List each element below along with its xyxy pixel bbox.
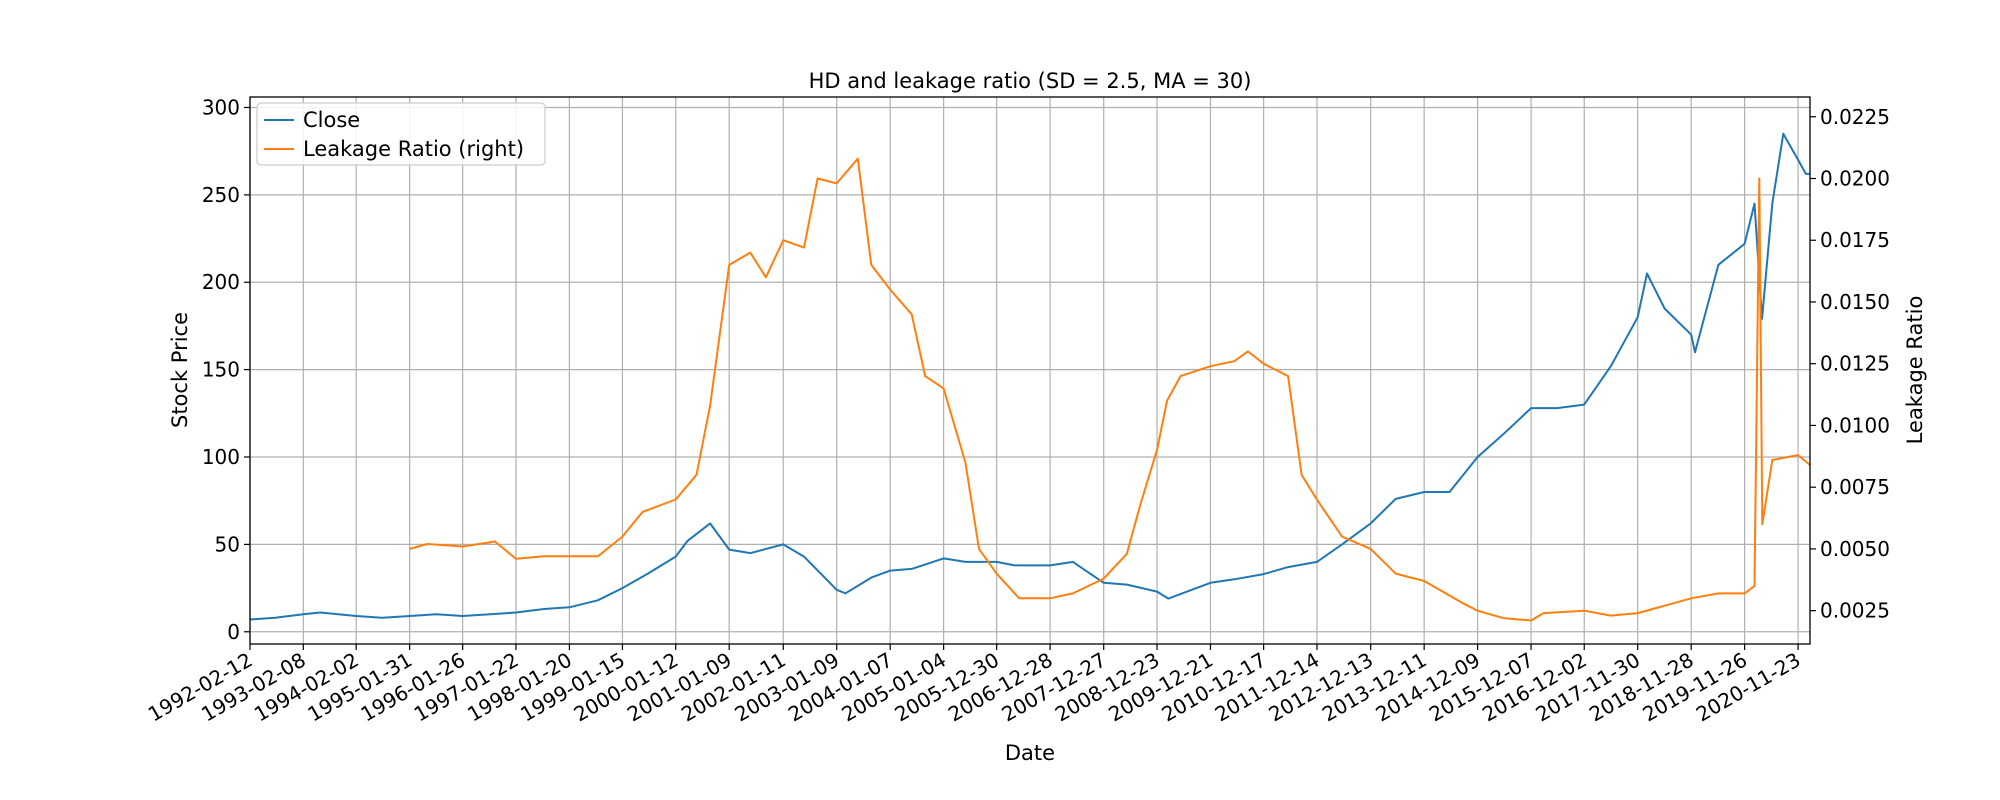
x-axis-label: Date <box>1005 741 1055 765</box>
legend-label-close: Close <box>303 108 360 132</box>
y-right-tick-label: 0.0225 <box>1820 105 1890 129</box>
y-right-tick-label: 0.0200 <box>1820 166 1890 190</box>
y-left-tick-label: 50 <box>215 532 240 556</box>
plot-frame <box>249 96 1811 645</box>
y-right-tick-label: 0.0175 <box>1820 228 1890 252</box>
y-right-tick-label: 0.0150 <box>1820 290 1890 314</box>
legend-box <box>256 102 546 166</box>
y-right-tick-label: 0.0125 <box>1820 352 1890 376</box>
legend-label-leakage-ratio: Leakage Ratio (right) <box>303 137 524 161</box>
y-right-tick-label: 0.0075 <box>1820 475 1890 499</box>
y-axis-left: 0 50 100 150 200 250 300 <box>202 95 250 644</box>
plot-area <box>249 132 1811 622</box>
y-left-tick-label: 100 <box>202 445 240 469</box>
y-left-tick-label: 300 <box>202 95 240 119</box>
series-line-close <box>249 132 1810 621</box>
grid <box>249 97 1810 644</box>
y-left-tick-label: 0 <box>227 620 240 644</box>
y-left-tick-label: 250 <box>202 183 240 207</box>
y-left-tick-label: 200 <box>202 270 240 294</box>
y-left-tick-label: 150 <box>202 358 240 382</box>
legend: Close Leakage Ratio (right) <box>256 102 546 166</box>
series-line-leakage-ratio-right <box>409 157 1811 622</box>
y-axis-right-label: Leakage Ratio <box>1903 296 1927 445</box>
y-right-tick-label: 0.0050 <box>1820 537 1890 561</box>
y-right-tick-label: 0.0025 <box>1820 599 1890 623</box>
y-axis-left-label: Stock Price <box>168 312 192 428</box>
y-axis-right: 0.0025 0.0050 0.0075 0.0100 0.0125 0.0150 0.01… <box>1810 105 1890 623</box>
y-right-tick-label: 0.0100 <box>1820 413 1890 437</box>
chart-title: HD and leakage ratio (SD = 2.5, MA = 30) <box>809 69 1252 93</box>
